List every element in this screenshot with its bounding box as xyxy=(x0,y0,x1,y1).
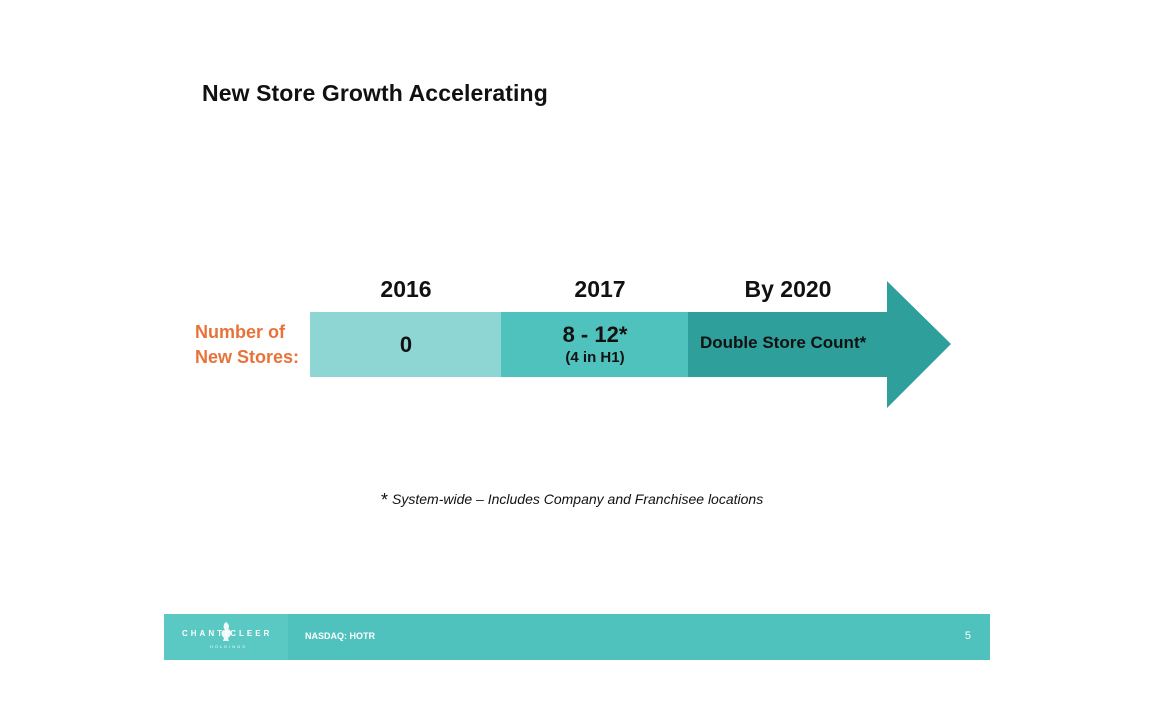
page-number: 5 xyxy=(964,630,971,642)
rooster-icon xyxy=(221,622,231,641)
row-label-line2: New Stores: xyxy=(195,347,300,367)
footer-bar: CHANTICLEER HOLDINGS NASDAQ: HOTR 5 xyxy=(164,614,990,660)
stores-2017-box: 8 - 12* (4 in H1) xyxy=(501,312,689,377)
slide-title: New Store Growth Accelerating xyxy=(202,80,548,106)
footnote-marker: * xyxy=(381,490,389,510)
logo-subtitle: HOLDINGS xyxy=(210,644,247,649)
footnote-text: System-wide – Includes Company and Franc… xyxy=(392,491,764,507)
growth-arrow xyxy=(688,281,951,408)
year-label-2016: 2016 xyxy=(380,276,432,302)
company-logo: CHANTICLEER HOLDINGS xyxy=(164,614,288,660)
stores-2017-subtext: (4 in H1) xyxy=(565,349,625,366)
ticker-symbol: NASDAQ: HOTR xyxy=(305,631,375,641)
year-label-2017: 2017 xyxy=(574,276,626,302)
stores-2016-box: 0 xyxy=(310,312,502,377)
row-label: Number of New Stores: xyxy=(195,320,299,370)
stores-2017-value: 8 - 12* xyxy=(562,322,628,347)
footnote: * System-wide – Includes Company and Fran… xyxy=(381,490,763,511)
row-label-line1: Number of xyxy=(195,322,285,342)
stores-2020-value: Double Store Count* xyxy=(700,333,867,352)
year-label-2020: By 2020 xyxy=(744,276,832,302)
stores-2016-value: 0 xyxy=(399,331,413,357)
growth-arrow-shape xyxy=(688,281,951,408)
